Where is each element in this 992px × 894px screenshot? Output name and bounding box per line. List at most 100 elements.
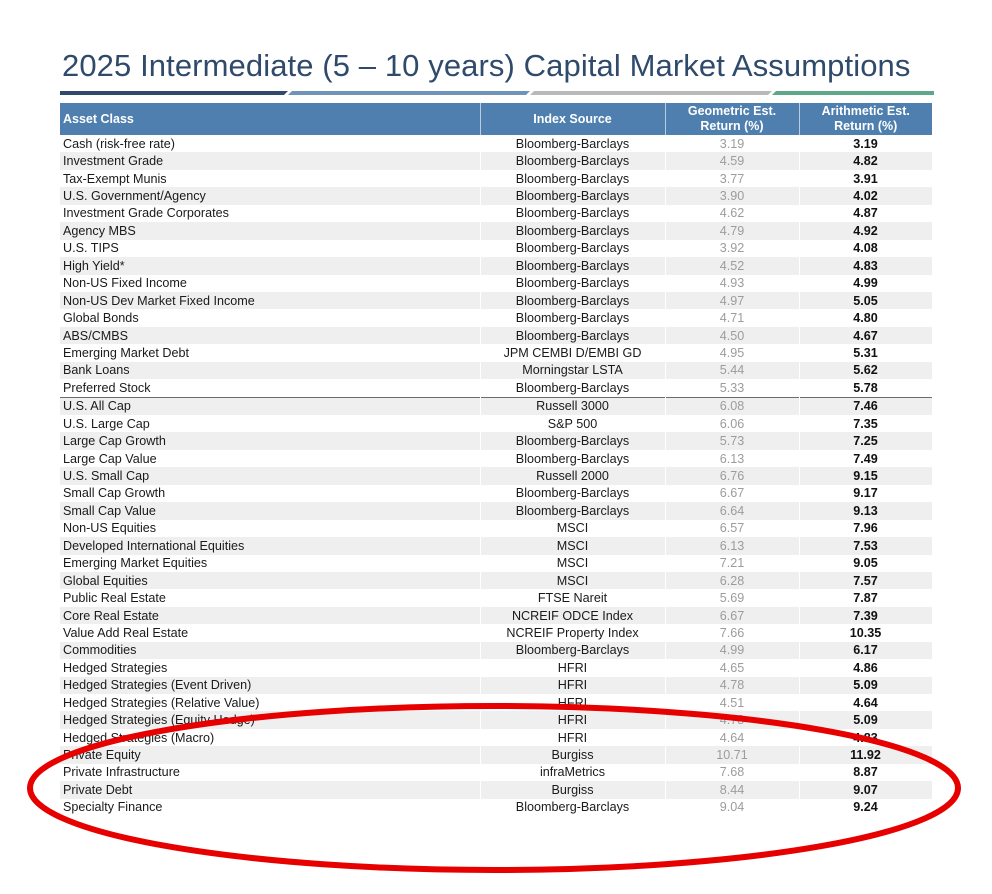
table-row: Private Equity Burgiss 10.71 11.92 [60,746,933,764]
geometric-return-cell: 6.67 [665,484,800,503]
table-row: Emerging Market Debt JPM CEMBI D/EMBI GD 4… [60,344,933,362]
arithmetic-return-cell: 9.15 [799,467,933,485]
arithmetic-return-cell: 7.25 [799,432,933,450]
asset-class-cell: Small Cap Growth [60,484,481,503]
geometric-return-cell: 10.71 [665,746,800,764]
index-source-cell: Burgiss [480,781,666,799]
table-row: U.S. Small Cap Russell 2000 6.76 9.15 [60,467,933,485]
index-source-cell: Burgiss [480,746,666,764]
geometric-return-cell: 4.50 [665,326,800,345]
geometric-return-cell: 6.57 [665,519,800,538]
index-source-cell: MSCI [480,554,666,572]
index-source-cell: Bloomberg-Barclays [480,239,666,258]
geometric-return-cell: 4.64 [665,728,800,747]
geometric-return-cell: 6.08 [665,396,800,415]
index-source-cell: Russell 3000 [480,396,666,415]
index-source-cell: MSCI [480,537,666,555]
index-source-cell: Bloomberg-Barclays [480,641,666,660]
asset-class-cell: Developed International Equities [60,537,481,555]
geometric-return-cell: 4.99 [665,641,800,660]
index-source-cell: HFRI [480,659,666,677]
asset-class-cell: Specialty Finance [60,798,481,817]
index-source-cell: HFRI [480,711,666,729]
index-source-cell: Russell 2000 [480,467,666,485]
geometric-return-cell: 4.65 [665,659,800,677]
index-source-cell: Bloomberg-Barclays [480,135,666,153]
index-source-cell: infraMetrics [480,763,666,782]
arithmetic-return-cell: 5.78 [799,379,933,398]
asset-class-cell: Emerging Market Debt [60,344,481,362]
title-underline-rule [60,91,934,95]
geometric-return-cell: 6.13 [665,537,800,555]
table-row: Small Cap Growth Bloomberg-Barclays 6.67 9.… [60,484,933,503]
table-row: Private Debt Burgiss 8.44 9.07 [60,781,933,799]
index-source-cell: Morningstar LSTA [480,361,666,380]
asset-class-cell: Investment Grade Corporates [60,204,481,223]
arithmetic-return-cell: 4.08 [799,239,933,258]
table-row: Investment Grade Bloomberg-Barclays 4.59 4.… [60,152,933,170]
geometric-return-cell: 3.90 [665,187,800,205]
geometric-return-cell: 5.33 [665,379,800,398]
asset-class-cell: Hedged Strategies (Equity Hedge) [60,711,481,729]
header-geometric-line1: Geometric Est. [687,104,777,118]
index-source-cell: Bloomberg-Barclays [480,204,666,223]
index-source-cell: Bloomberg-Barclays [480,187,666,205]
geometric-return-cell: 5.69 [665,589,800,607]
asset-class-cell: Private Debt [60,781,481,799]
geometric-return-cell: 4.71 [665,309,800,327]
table-row: Value Add Real Estate NCREIF Property Ind… [60,624,933,642]
arithmetic-return-cell: 5.09 [799,676,933,694]
table-row: U.S. All Cap Russell 3000 6.08 7.46 [60,396,933,415]
capital-market-assumptions-table: Asset Class Index Source Geometric Est. … [60,103,933,817]
table-row: U.S. Government/Agency Bloomberg-Barclays… [60,187,933,205]
table-row: Global Bonds Bloomberg-Barclays 4.71 4.80 [60,309,933,327]
arithmetic-return-cell: 5.05 [799,291,933,310]
asset-class-cell: U.S. All Cap [60,396,481,415]
index-source-cell: Bloomberg-Barclays [480,798,666,817]
table-row: Hedged Strategies (Macro) HFRI 4.64 4.83 [60,728,933,747]
arithmetic-return-cell: 8.87 [799,763,933,782]
header-index-source: Index Source [480,103,666,135]
asset-class-cell: Non-US Fixed Income [60,274,481,292]
asset-class-cell: Value Add Real Estate [60,624,481,642]
geometric-return-cell: 5.73 [665,432,800,450]
rule-segment-light [530,91,772,95]
asset-class-cell: Large Cap Value [60,449,481,468]
arithmetic-return-cell: 4.83 [799,728,933,747]
arithmetic-return-cell: 4.82 [799,152,933,170]
index-source-cell: MSCI [480,519,666,538]
geometric-return-cell: 4.78 [665,711,800,729]
rule-segment-mid [288,91,530,95]
table-row: U.S. Large Cap S&P 500 6.06 7.35 [60,415,933,433]
index-source-cell: Bloomberg-Barclays [480,309,666,327]
asset-class-cell: U.S. Large Cap [60,415,481,433]
geometric-return-cell: 4.52 [665,257,800,275]
table-row: Hedged Strategies (Event Driven) HFRI 4.78… [60,676,933,694]
index-source-cell: Bloomberg-Barclays [480,502,666,520]
asset-class-cell: U.S. Small Cap [60,467,481,485]
index-source-cell: HFRI [480,728,666,747]
asset-class-cell: Investment Grade [60,152,481,170]
index-source-cell: Bloomberg-Barclays [480,169,666,188]
asset-class-cell: Global Bonds [60,309,481,327]
asset-class-cell: Private Equity [60,746,481,764]
asset-class-cell: Core Real Estate [60,606,481,625]
geometric-return-cell: 4.97 [665,291,800,310]
asset-class-cell: ABS/CMBS [60,326,481,345]
index-source-cell: S&P 500 [480,415,666,433]
asset-class-cell: U.S. Government/Agency [60,187,481,205]
arithmetic-return-cell: 4.83 [799,257,933,275]
table-row: Preferred Stock Bloomberg-Barclays 5.33 5.7… [60,379,933,398]
asset-class-cell: Global Equities [60,571,481,590]
table-row: Large Cap Value Bloomberg-Barclays 6.13 7.4… [60,449,933,468]
header-arithmetic-return: Arithmetic Est. Return (%) [799,103,932,135]
arithmetic-return-cell: 7.96 [799,519,933,538]
asset-class-cell: Hedged Strategies (Relative Value) [60,694,481,712]
arithmetic-return-cell: 7.46 [799,396,933,415]
header-arithmetic-line1: Arithmetic Est. [821,104,910,118]
arithmetic-return-cell: 6.17 [799,641,933,660]
asset-class-cell: Large Cap Growth [60,432,481,450]
header-arithmetic-line2: Return (%) [834,119,898,133]
geometric-return-cell: 4.93 [665,274,800,292]
table-row: Commodities Bloomberg-Barclays 4.99 6.17 [60,641,933,660]
